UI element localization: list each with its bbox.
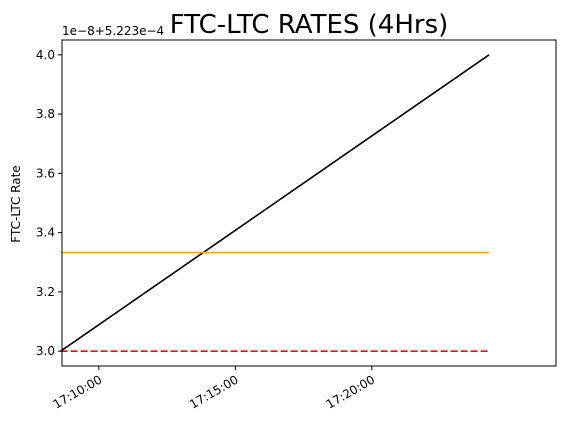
x-ticks: 17:10:00 17:15:00 17:20:00 <box>51 366 378 412</box>
y-tick-label: 3.0 <box>36 344 55 358</box>
series-layer <box>60 54 490 353</box>
y-ticks: 3.0 3.2 3.4 3.6 3.8 4.0 <box>36 48 62 358</box>
y-tick-label: 3.2 <box>36 285 55 299</box>
y-tick-label: 3.8 <box>36 107 55 121</box>
y-tick-label: 4.0 <box>36 48 55 62</box>
y-axis-label: FTC-LTC Rate <box>9 165 23 242</box>
axis-offset-label: 1e−8+5.223e−4 <box>62 24 164 38</box>
x-tick-label: 17:15:00 <box>187 372 241 411</box>
x-tick-label: 17:10:00 <box>51 372 105 411</box>
series-line-1 <box>60 54 490 352</box>
x-tick-label: 17:20:00 <box>324 372 378 411</box>
y-tick-label: 3.4 <box>36 226 55 240</box>
chart-title: FTC-LTC RATES (4Hrs) <box>170 10 449 40</box>
y-tick-label: 3.6 <box>36 166 55 180</box>
plot-frame <box>61 39 557 367</box>
